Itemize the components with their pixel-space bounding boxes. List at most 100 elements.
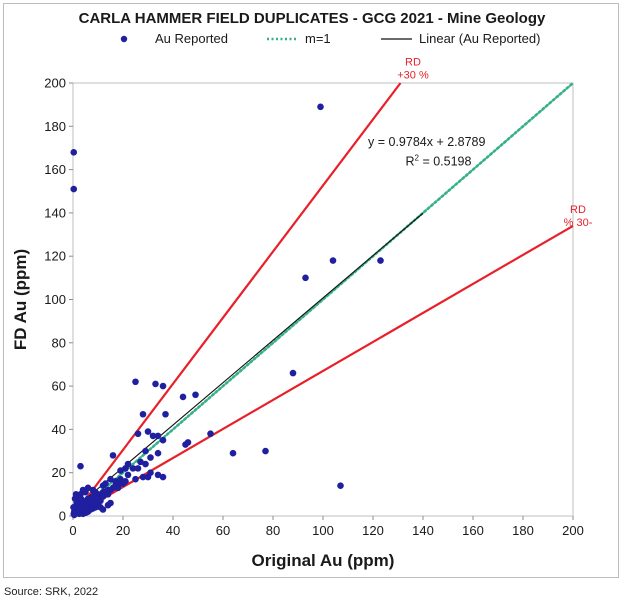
y-tick-label: 0: [59, 509, 66, 524]
data-point: [302, 274, 309, 282]
data-point: [99, 506, 107, 513]
y-tick-label: 100: [44, 292, 66, 307]
data-point: [139, 410, 147, 418]
data-point: [89, 486, 97, 494]
y-tick-label: 80: [52, 335, 66, 350]
legend-item-0: Au Reported: [120, 31, 228, 46]
data-point: [147, 469, 154, 477]
y-axis-label: FD Au (ppm): [11, 249, 30, 350]
legend-marker-icon: [120, 35, 128, 43]
y-tick-label: 160: [44, 162, 66, 177]
rd-label: RD: [405, 57, 421, 69]
data-point: [154, 432, 162, 440]
data-point: [182, 441, 189, 448]
x-tick-label: 100: [312, 523, 334, 538]
rd-label: % 30-: [564, 217, 593, 229]
data-point: [77, 462, 84, 470]
chart-frame: CARLA HAMMER FIELD DUPLICATES - GCG 2021…: [3, 3, 619, 578]
data-point: [107, 499, 114, 507]
x-tick-label: 0: [69, 523, 76, 538]
data-point: [122, 478, 129, 485]
data-point: [179, 393, 187, 401]
data-point: [122, 465, 129, 472]
data-point: [154, 471, 162, 479]
y-tick-label: 60: [52, 379, 66, 394]
line-layer: [73, 82, 574, 517]
relative-difference-line: [73, 224, 574, 517]
data-point: [129, 465, 137, 472]
regression-annotation: y = 0.9784x + 2.8789: [368, 135, 486, 149]
data-point: [132, 378, 139, 386]
y-tick-label: 140: [44, 205, 66, 220]
y-tick-label: 200: [44, 76, 66, 91]
x-tick-label: 160: [462, 523, 484, 538]
data-point: [134, 430, 142, 438]
rd-label: +30 %: [397, 70, 429, 82]
data-point: [70, 148, 78, 156]
x-tick-label: 20: [116, 523, 130, 538]
regression-annotation: R2 = 0.5198: [406, 153, 472, 168]
data-point: [117, 467, 124, 474]
data-point: [289, 369, 297, 377]
y-tick-label: 40: [52, 422, 66, 437]
data-point: [124, 471, 132, 479]
x-tick-label: 60: [216, 523, 230, 538]
x-tick-label: 200: [562, 523, 584, 538]
data-point: [377, 257, 384, 264]
chart-svg: CARLA HAMMER FIELD DUPLICATES - GCG 2021…: [11, 10, 593, 570]
x-tick-label: 80: [266, 523, 280, 538]
data-point: [207, 430, 214, 438]
data-point: [72, 491, 80, 498]
data-point: [134, 465, 142, 472]
data-point: [329, 257, 337, 264]
data-point: [70, 504, 77, 511]
annotation-text: R: [406, 154, 415, 168]
data-point: [192, 391, 199, 399]
y-tick-label: 120: [44, 249, 66, 264]
annotation-text: = 0.5198: [419, 154, 472, 168]
x-tick-label: 120: [362, 523, 384, 538]
legend-item-2: Linear (Au Reported): [381, 31, 540, 46]
legend-item-1: m=1: [267, 31, 331, 46]
relative-difference-line: [73, 82, 402, 517]
legend-label: Linear (Au Reported): [419, 31, 540, 46]
data-point: [154, 449, 162, 457]
data-point: [152, 380, 159, 388]
data-point: [229, 449, 237, 457]
x-tick-label: 140: [412, 523, 434, 538]
data-point: [132, 475, 139, 483]
legend-label: Au Reported: [155, 31, 228, 46]
regression-line: [73, 212, 424, 511]
data-point: [337, 482, 344, 489]
data-point: [77, 495, 85, 502]
data-point: [142, 460, 149, 468]
point-layer: [70, 103, 384, 519]
data-point: [159, 436, 167, 444]
x-tick-label: 40: [166, 523, 180, 538]
data-point: [162, 410, 169, 418]
data-point: [142, 447, 149, 455]
data-point: [159, 382, 167, 390]
data-point: [107, 475, 114, 483]
data-point: [159, 473, 167, 481]
annotation-superscript: 2: [415, 153, 420, 162]
y-tick-label: 20: [52, 465, 66, 480]
data-point: [84, 484, 92, 492]
data-point: [70, 185, 78, 193]
data-point: [144, 428, 152, 435]
source-note: Source: SRK, 2022: [4, 586, 99, 598]
data-point: [139, 473, 147, 481]
data-point: [147, 454, 154, 461]
data-point: [102, 480, 109, 487]
data-point: [137, 458, 144, 466]
x-axis-label: Original Au (ppm): [252, 551, 395, 570]
data-point: [262, 447, 269, 455]
data-point: [149, 432, 157, 440]
data-point: [317, 103, 324, 111]
chart-title: CARLA HAMMER FIELD DUPLICATES - GCG 2021…: [79, 10, 546, 27]
y-tick-label: 180: [44, 119, 66, 134]
data-point: [109, 452, 117, 459]
one-to-one-line: [73, 82, 574, 517]
x-tick-label: 180: [512, 523, 534, 538]
rd-label: RD: [570, 204, 586, 216]
